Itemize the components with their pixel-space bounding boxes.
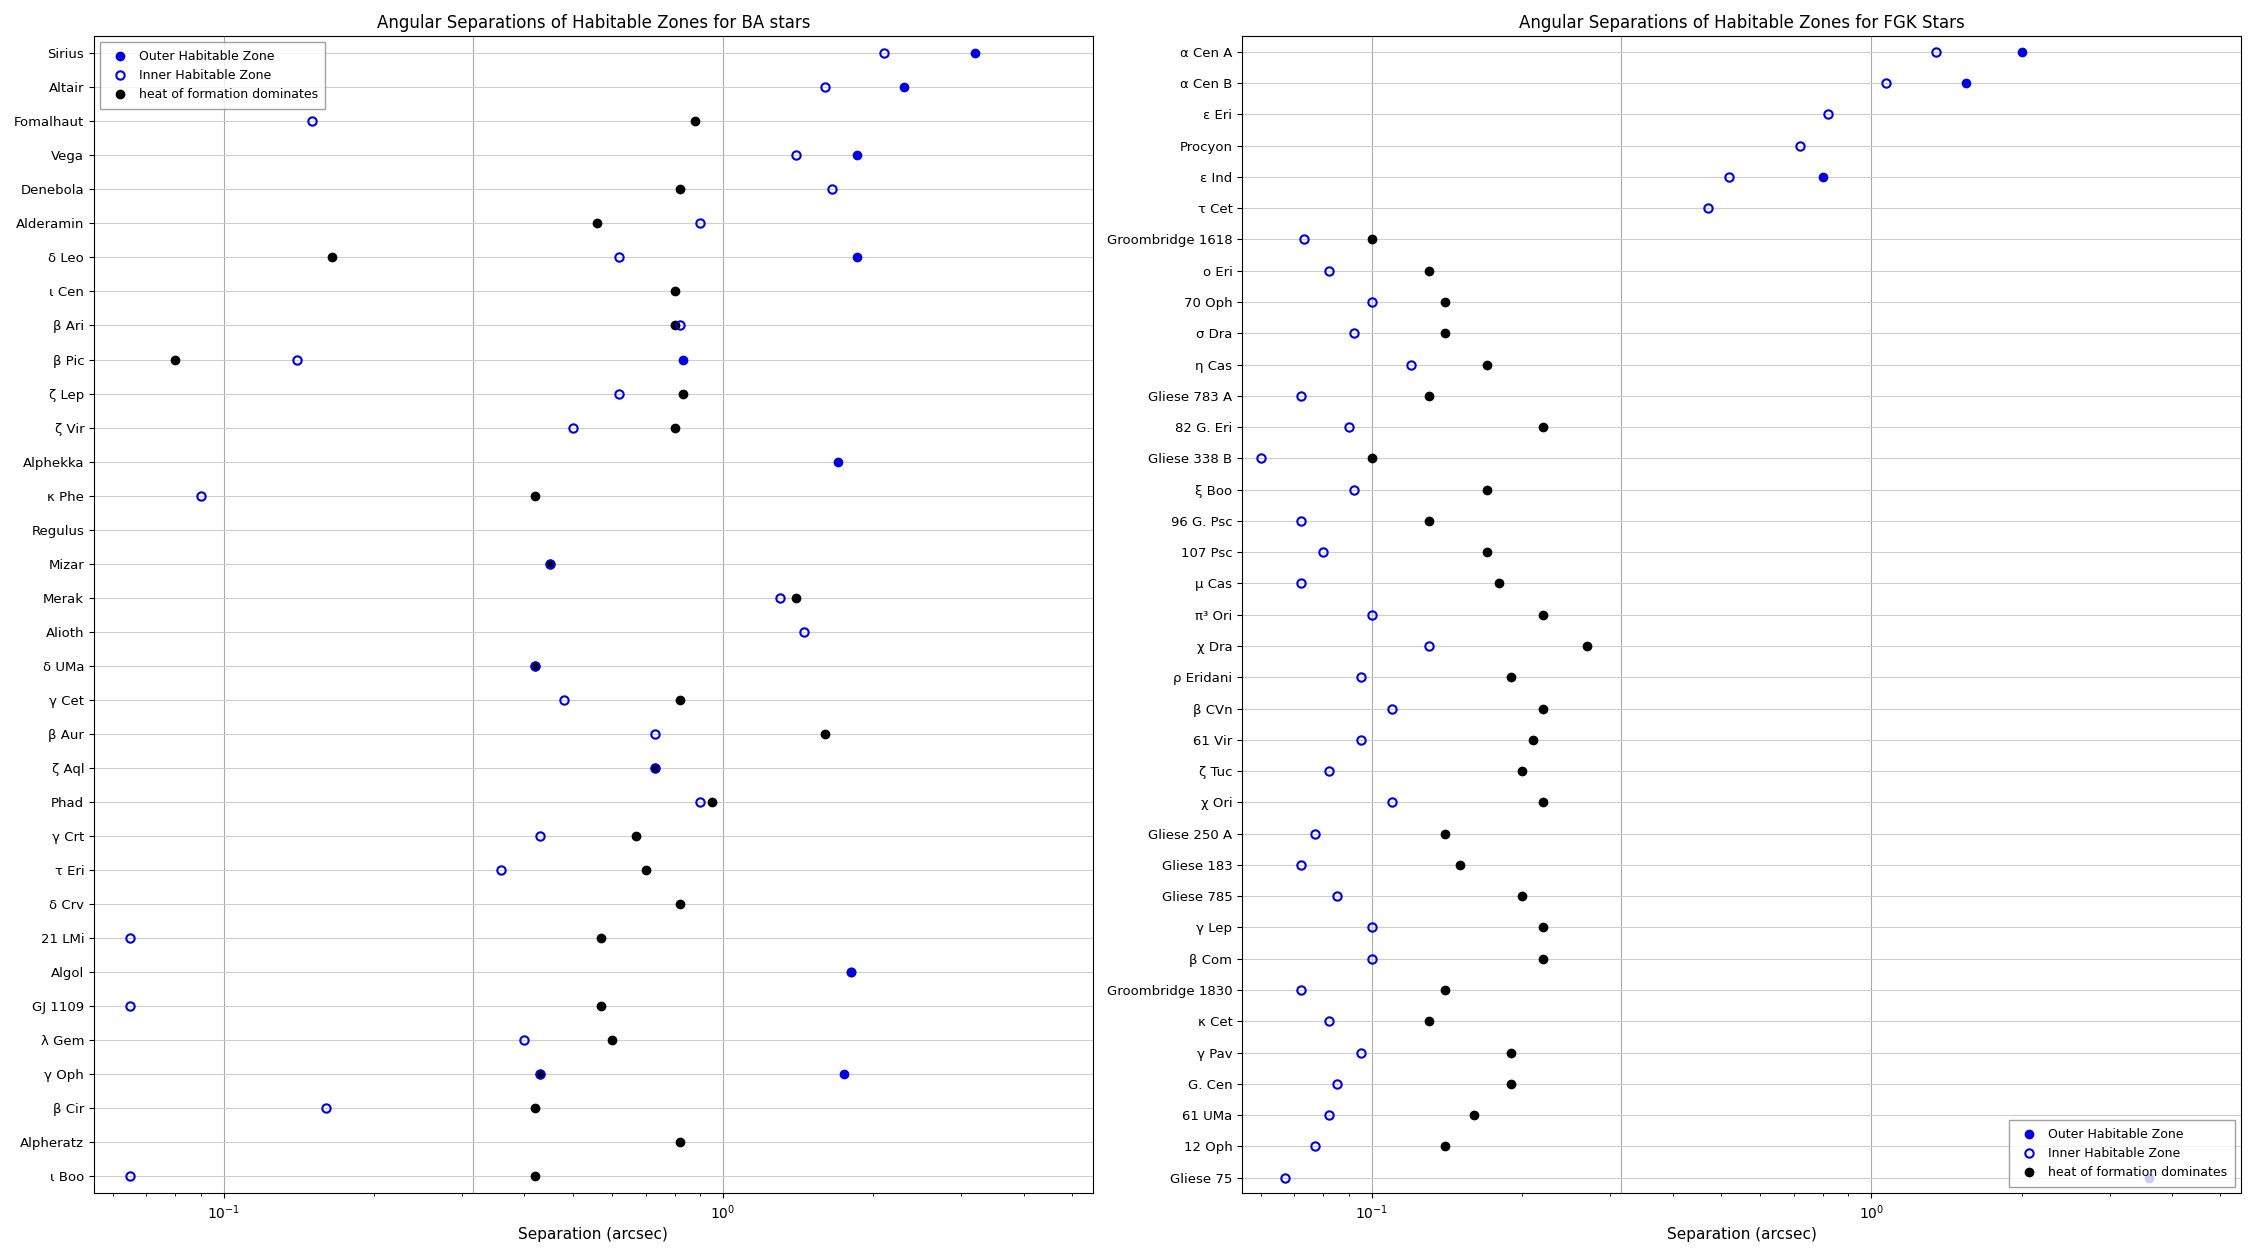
X-axis label: Separation (arcsec): Separation (arcsec) [519,1227,667,1242]
Legend: Outer Habitable Zone, Inner Habitable Zone, heat of formation dominates: Outer Habitable Zone, Inner Habitable Zo… [99,43,325,109]
Title: Angular Separations of Habitable Zones for FGK Stars: Angular Separations of Habitable Zones f… [1518,14,1964,31]
Title: Angular Separations of Habitable Zones for BA stars: Angular Separations of Habitable Zones f… [377,14,810,31]
X-axis label: Separation (arcsec): Separation (arcsec) [1666,1227,1818,1242]
Legend: Outer Habitable Zone, Inner Habitable Zone, heat of formation dominates: Outer Habitable Zone, Inner Habitable Zo… [2009,1120,2235,1187]
